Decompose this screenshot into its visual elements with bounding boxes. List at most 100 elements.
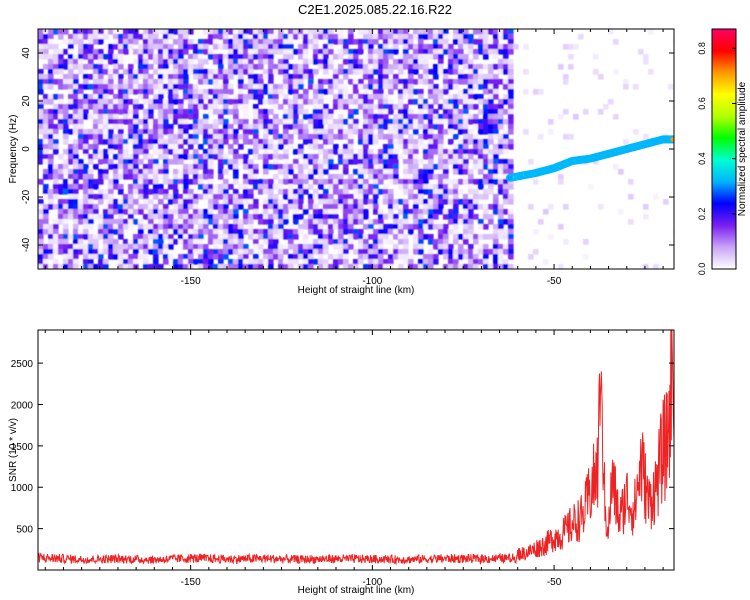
heatmap-cell [98,139,104,145]
heatmap-cell [63,109,69,115]
heatmap-cell [443,229,449,235]
heatmap-cell [483,64,489,70]
heatmap-cell [413,49,419,55]
heatmap-cell [508,79,514,85]
heatmap-cell [478,149,484,155]
heatmap-cell [333,224,339,230]
heatmap-cell [133,99,139,105]
heatmap-cell [223,59,229,65]
heatmap-cell [363,109,369,115]
heatmap-cell [298,29,304,35]
heatmap-cell [368,224,374,230]
heatmap-cell [268,259,274,265]
heatmap-cell [263,119,269,125]
heatmap-cell [58,214,64,220]
heatmap-cell [388,119,394,125]
heatmap-cell [73,259,79,265]
heatmap-cell [343,104,349,110]
heatmap-cell [283,109,289,115]
heatmap-cell [273,174,279,180]
heatmap-cell [488,249,494,255]
heatmap-cell [178,29,184,35]
heatmap-cell [328,264,334,269]
heatmap-cell [88,249,94,255]
heatmap-cell [368,189,374,195]
heatmap-cell [123,264,129,269]
heatmap-cell [508,159,514,165]
heatmap-cell [273,89,279,95]
heatmap-cell [98,74,104,80]
heatmap-cell [378,169,384,175]
heatmap-cell [88,204,94,210]
heatmap-cell [503,94,509,100]
heatmap-cell [298,64,304,70]
heatmap-cell [108,49,114,55]
heatmap-cell [103,259,109,265]
heatmap-cell [393,254,399,260]
heatmap-cell [173,259,179,265]
heatmap-cell [418,79,424,85]
heatmap-cell [88,59,94,65]
heatmap-cell [333,79,339,85]
heatmap-cell [43,29,49,35]
heatmap-cell [203,169,209,175]
heatmap-cell [478,164,484,170]
heatmap-cell [333,124,339,130]
heatmap-cell [63,79,69,85]
heatmap-cell [373,94,379,100]
heatmap-cell [383,229,389,235]
heatmap-cell [138,254,144,260]
heatmap-cell [253,229,259,235]
heatmap-cell [593,69,599,75]
heatmap-cell [388,154,394,160]
heatmap-cell [308,114,314,120]
heatmap-cell [278,184,284,190]
heatmap-cell [493,174,499,180]
heatmap-cell [338,94,344,100]
heatmap-cell [108,69,114,75]
heatmap-cell [118,209,124,215]
heatmap-cell [93,34,99,40]
heatmap-cell [48,69,54,75]
heatmap-cell [228,199,234,205]
heatmap-cell [508,244,514,250]
heatmap-cell [178,129,184,135]
heatmap-cell [148,54,154,60]
heatmap-cell [163,34,169,40]
heatmap-cell [228,214,234,220]
heatmap-cell [453,104,459,110]
heatmap-cell [93,109,99,115]
heatmap-cell [458,119,464,125]
heatmap-cell [178,99,184,105]
heatmap-cell [383,94,389,100]
heatmap-cell [288,254,294,260]
heatmap-cell [113,154,119,160]
heatmap-cell [313,204,319,210]
heatmap-cell [288,34,294,40]
heatmap-cell [78,134,84,140]
heatmap-cell [133,249,139,255]
heatmap-cell [308,159,314,165]
heatmap-cell [443,224,449,230]
heatmap-cell [348,224,354,230]
heatmap-cell [118,154,124,160]
heatmap-cell [303,59,309,65]
heatmap-cell [153,149,159,155]
heatmap-cell [383,264,389,269]
heatmap-cell [183,184,189,190]
heatmap-cell [428,134,434,140]
heatmap-cell [383,119,389,125]
heatmap-cell [178,194,184,200]
heatmap-cell [453,69,459,75]
heatmap-cell [498,29,504,35]
heatmap-cell [48,139,54,145]
heatmap-cell [478,64,484,70]
heatmap-cell [378,124,384,130]
heatmap-cell [373,114,379,120]
heatmap-cell [253,259,259,265]
heatmap-cell [268,194,274,200]
heatmap-cell [508,89,514,95]
heatmap-cell [93,234,99,240]
heatmap-cell [543,259,549,265]
heatmap-cell [473,124,479,130]
